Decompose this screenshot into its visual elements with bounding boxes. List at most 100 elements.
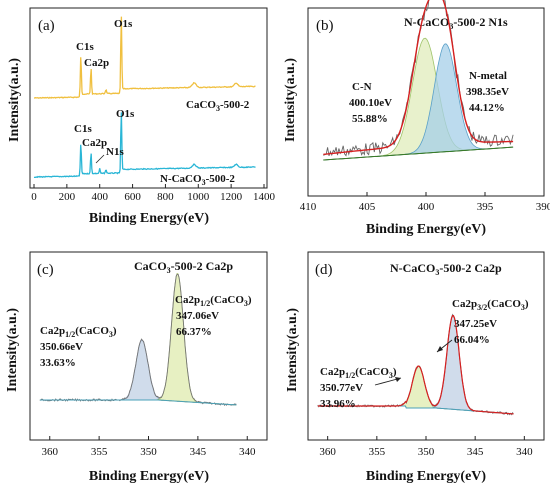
fit-envelope-line [317, 314, 514, 415]
pointer-arrow-350-head [395, 377, 401, 382]
component-center-c-347: 347.06eV [176, 310, 219, 322]
panel-b-title-b: -500-2 N1s [453, 15, 508, 29]
panel-a-xlabel: Binding Energy(eV) [89, 211, 210, 226]
x-tick-label: 355 [91, 446, 108, 458]
component-label-c-350-b: (CaCO [75, 325, 109, 337]
component-label-d-347-b: (CaCO [487, 298, 521, 310]
component-label-d-350-c: ) [393, 366, 397, 378]
component-label-c-347-c: ) [248, 294, 252, 306]
component-percent-d-350: 33.96% [320, 398, 356, 410]
component-label-c-350-sub2: 3 [109, 330, 113, 339]
panel-b-title-a: N-CaCO [404, 15, 449, 29]
x-tick-label: 355 [369, 446, 386, 458]
series-name-n-caco3-b: -500-2 [206, 173, 236, 185]
raw-data-line [323, 0, 514, 157]
x-tick-label: 600 [124, 191, 141, 203]
component-label-c-347-sub: 1/2 [200, 299, 210, 308]
x-tick-label: 345 [467, 446, 484, 458]
fit-envelope-line [323, 0, 514, 156]
x-tick-label: 400 [91, 191, 108, 203]
peak-label-n1s-bot: N1s [106, 146, 124, 158]
component-label-d-347-sub2: 3 [521, 303, 525, 312]
component-label-c-347-sub2: 3 [244, 299, 248, 308]
panel-d-title: N-CaCO3-500-2 Ca2p [390, 261, 502, 277]
component-center-d-350: 350.77eV [320, 382, 363, 394]
component-center-d-347: 347.25eV [454, 318, 497, 330]
component-percent-n-metal: 44.12% [469, 102, 505, 114]
x-tick-label: 340 [516, 446, 533, 458]
component-label-d-350-sub2: 3 [389, 371, 393, 380]
component-label-d-350-sub: 1/2 [345, 371, 355, 380]
panel-b: (b) N-CaCO3-500-2 N1s Intensity(a.u.) Bi… [283, 0, 550, 237]
peak-label-ca2p-bot: Ca2p [82, 137, 107, 149]
component-label-d-347-c: ) [525, 298, 529, 310]
component-label-d-347-a: Ca2p [452, 298, 477, 310]
component-center-c-350: 350.66eV [40, 341, 83, 353]
peak-label-ca2p-top: Ca2p [84, 57, 109, 69]
component-label-c-350: Ca2p1/2(CaCO3) [40, 325, 117, 339]
x-tick-label: 410 [300, 201, 317, 213]
panel-c-title-a: CaCO [134, 259, 167, 273]
component-label-d-350-b: (CaCO [355, 366, 389, 378]
series-name-n-caco3: N-CaCO3-500-2 [160, 173, 235, 187]
panel-c-x-ticks: 360 355 350 345 340 [42, 436, 256, 458]
component-center-n-metal: 398.35eV [466, 86, 509, 98]
n1s-pointer [95, 154, 105, 164]
component-label-n-metal: N-metal [469, 70, 507, 82]
component-label-d-350: Ca2p1/2(CaCO3) [320, 366, 397, 380]
component-label-c-347: Ca2p1/2(CaCO3) [175, 294, 252, 308]
x-tick-label: 405 [359, 201, 376, 213]
x-tick-label: 360 [42, 446, 59, 458]
peak-label-c1s-top: C1s [76, 41, 94, 53]
background-line [39, 399, 237, 406]
x-tick-label: 350 [418, 446, 435, 458]
panel-c-xlabel: Binding Energy(eV) [89, 469, 210, 484]
panel-b-title-sub: 3 [449, 22, 453, 31]
panel-d-label: (d) [315, 262, 333, 278]
x-tick-label: 350 [140, 446, 157, 458]
series-name-n-caco3-sub: 3 [202, 178, 206, 187]
component-label-d-347-sub: 3/2 [477, 303, 487, 312]
component-label-c-n: C-N [352, 81, 372, 93]
component-label-d-347: Ca2p3/2(CaCO3) [452, 298, 529, 312]
series-line-n-caco3 [33, 112, 256, 179]
x-tick-label: 0 [31, 191, 37, 203]
series-name-n-caco3-a: N-CaCO [160, 173, 202, 185]
component-label-c-350-c: ) [113, 325, 117, 337]
panel-a-frame [29, 7, 268, 189]
panel-c-title-b: -500-2 Ca2p [171, 259, 234, 273]
panel-c-label: (c) [37, 262, 54, 278]
series-line-caco3 [34, 16, 256, 99]
peak-label-o1s-bot: O1s [116, 108, 135, 120]
panel-d-title-a: N-CaCO [390, 261, 435, 275]
peak-label-c1s-bot: C1s [74, 123, 92, 135]
component-percent-c-n: 55.88% [352, 113, 388, 125]
panel-b-xlabel: Binding Energy(eV) [366, 222, 487, 237]
panel-c-title: CaCO3-500-2 Ca2p [134, 259, 233, 275]
x-tick-label: 800 [157, 191, 174, 203]
background-line [323, 146, 514, 161]
panel-b-x-ticks: 410 405 400 395 390 [300, 192, 550, 213]
component-label-d-350-a: Ca2p [320, 366, 345, 378]
panel-d-x-ticks: 360 355 350 345 340 [319, 436, 533, 458]
x-tick-label: 1200 [220, 191, 243, 203]
component-label-c-347-a: Ca2p [175, 294, 200, 306]
x-tick-label: 360 [319, 446, 336, 458]
x-tick-label: 400 [418, 201, 435, 213]
panel-b-ylabel: Intensity(a.u.) [283, 58, 298, 142]
panel-c-ylabel: Intensity(a.u.) [5, 308, 20, 392]
x-tick-label: 1000 [187, 191, 210, 203]
x-tick-label: 340 [239, 446, 256, 458]
panel-d-frame [307, 251, 545, 441]
panel-a-label: (a) [38, 18, 55, 34]
panel-a-x-ticks: 0 200 400 600 800 1000 1200 1400 [31, 184, 276, 203]
pointer-arrow-347-head [437, 346, 443, 352]
panel-d-xlabel: Binding Energy(eV) [366, 469, 487, 484]
component-percent-c-350: 33.63% [40, 357, 76, 369]
x-tick-label: 200 [59, 191, 76, 203]
panel-d: (d) N-CaCO3-500-2 Ca2p Intensity(a.u.) B… [285, 251, 545, 484]
series-name-caco3-sub: 3 [216, 104, 220, 113]
x-tick-label: 1400 [253, 191, 276, 203]
component-center-c-n: 400.10eV [349, 97, 392, 109]
